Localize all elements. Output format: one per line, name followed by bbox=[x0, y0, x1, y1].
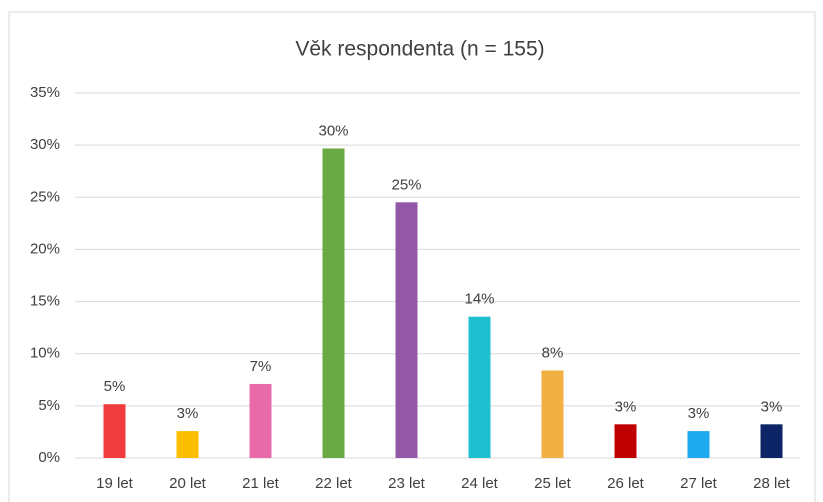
y-tick-label: 10% bbox=[30, 345, 60, 362]
x-tick-label: 20 let bbox=[169, 475, 207, 492]
data-label: 8% bbox=[542, 344, 564, 361]
bar bbox=[103, 404, 126, 458]
y-tick-label: 20% bbox=[30, 240, 60, 257]
data-label: 14% bbox=[464, 291, 494, 308]
chart-title: Věk respondenta (n = 155) bbox=[295, 38, 544, 61]
data-label: 5% bbox=[104, 378, 126, 395]
data-label: 30% bbox=[318, 122, 348, 139]
data-label: 3% bbox=[688, 405, 710, 422]
bar bbox=[395, 202, 418, 458]
y-tick-label: 35% bbox=[30, 84, 60, 101]
x-tick-label: 27 let bbox=[680, 475, 718, 492]
x-tick-label: 21 let bbox=[242, 475, 280, 492]
data-label: 3% bbox=[615, 398, 637, 415]
x-tick-label: 26 let bbox=[607, 475, 645, 492]
x-tick-label: 25 let bbox=[534, 475, 572, 492]
y-tick-label: 5% bbox=[38, 397, 60, 414]
bar bbox=[249, 383, 272, 458]
bar bbox=[687, 431, 710, 458]
y-tick-label: 25% bbox=[30, 188, 60, 205]
y-tick-label: 15% bbox=[30, 293, 60, 310]
x-tick-label: 22 let bbox=[315, 475, 353, 492]
bar bbox=[322, 148, 345, 459]
x-tick-label: 19 let bbox=[96, 475, 134, 492]
data-label: 3% bbox=[177, 405, 199, 422]
bar bbox=[614, 424, 637, 458]
x-tick-label: 28 let bbox=[753, 475, 791, 492]
bar bbox=[541, 370, 564, 458]
data-label: 25% bbox=[391, 176, 421, 193]
bar bbox=[760, 424, 783, 458]
y-tick-label: 0% bbox=[38, 449, 60, 466]
bar bbox=[468, 316, 491, 458]
x-tick-label: 24 let bbox=[461, 475, 499, 492]
y-tick-label: 30% bbox=[30, 136, 60, 153]
bar bbox=[176, 431, 199, 458]
x-tick-label: 23 let bbox=[388, 475, 426, 492]
data-label: 3% bbox=[761, 398, 783, 415]
data-label: 7% bbox=[250, 358, 272, 375]
